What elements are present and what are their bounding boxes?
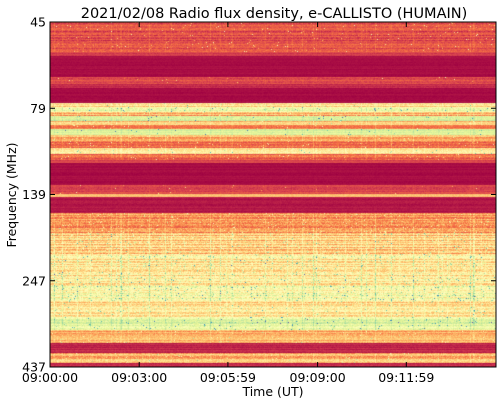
y-tick-label: 247 <box>22 273 46 288</box>
spectrogram-image <box>50 22 496 367</box>
x-tick-label: 09:00:00 <box>22 370 78 385</box>
y-tick-label: 139 <box>22 187 46 202</box>
x-tick-label: 09:05:59 <box>200 370 256 385</box>
x-axis-label: Time (UT) <box>241 384 303 399</box>
x-tick-label: 09:09:00 <box>290 370 346 385</box>
spectrogram-plot-area <box>50 22 496 367</box>
y-tick-label: 79 <box>30 101 46 116</box>
chart-title: 2021/02/08 Radio flux density, e-CALLIST… <box>81 6 468 22</box>
y-axis-label: Frequency (MHz) <box>4 142 19 247</box>
y-tick-label: 437 <box>22 360 46 375</box>
x-tick-label: 09:03:00 <box>111 370 167 385</box>
y-tick-label: 45 <box>30 15 46 30</box>
x-tick-label: 09:11:59 <box>378 370 434 385</box>
y-axis-ticks: 45 79 139 247 437 <box>22 15 496 375</box>
x-axis-ticks: 09:00:00 09:03:00 09:05:59 09:09:00 09:11:59 <box>22 22 434 385</box>
